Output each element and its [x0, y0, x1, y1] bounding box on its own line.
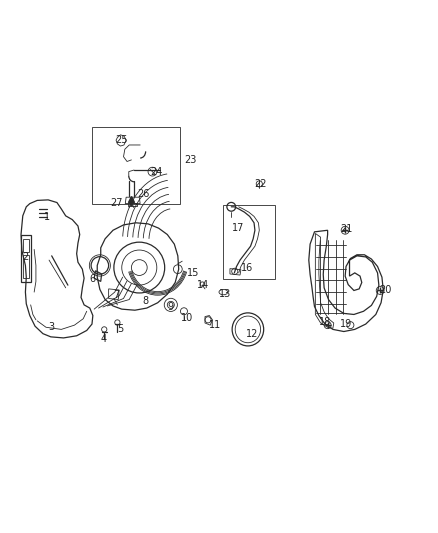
Text: 3: 3: [49, 322, 55, 332]
Text: 24: 24: [151, 167, 163, 176]
Bar: [92, 127, 180, 204]
Text: 4: 4: [100, 334, 106, 344]
Text: 7: 7: [113, 290, 119, 300]
Text: 8: 8: [142, 296, 148, 306]
Text: 2: 2: [22, 252, 28, 262]
Text: 22: 22: [254, 179, 267, 189]
Text: 14: 14: [197, 280, 209, 290]
Text: 12: 12: [246, 329, 258, 338]
Text: 9: 9: [167, 302, 173, 312]
Text: 1: 1: [44, 213, 50, 222]
Text: 26: 26: [138, 189, 150, 199]
Text: 16: 16: [241, 263, 254, 272]
Text: 6: 6: [89, 274, 95, 284]
Text: 21: 21: [340, 224, 352, 234]
Bar: [223, 205, 275, 279]
Text: 11: 11: [208, 320, 221, 330]
Text: 19: 19: [340, 319, 352, 329]
Text: 5: 5: [117, 325, 123, 334]
Text: 25: 25: [116, 135, 128, 145]
Text: 17: 17: [232, 223, 244, 233]
Text: 23: 23: [184, 155, 197, 165]
Text: 15: 15: [187, 269, 199, 278]
Text: 20: 20: [379, 286, 392, 295]
Text: 27: 27: [111, 198, 123, 207]
Text: 10: 10: [181, 313, 194, 322]
Text: 13: 13: [219, 289, 232, 298]
Text: 18: 18: [319, 318, 331, 327]
